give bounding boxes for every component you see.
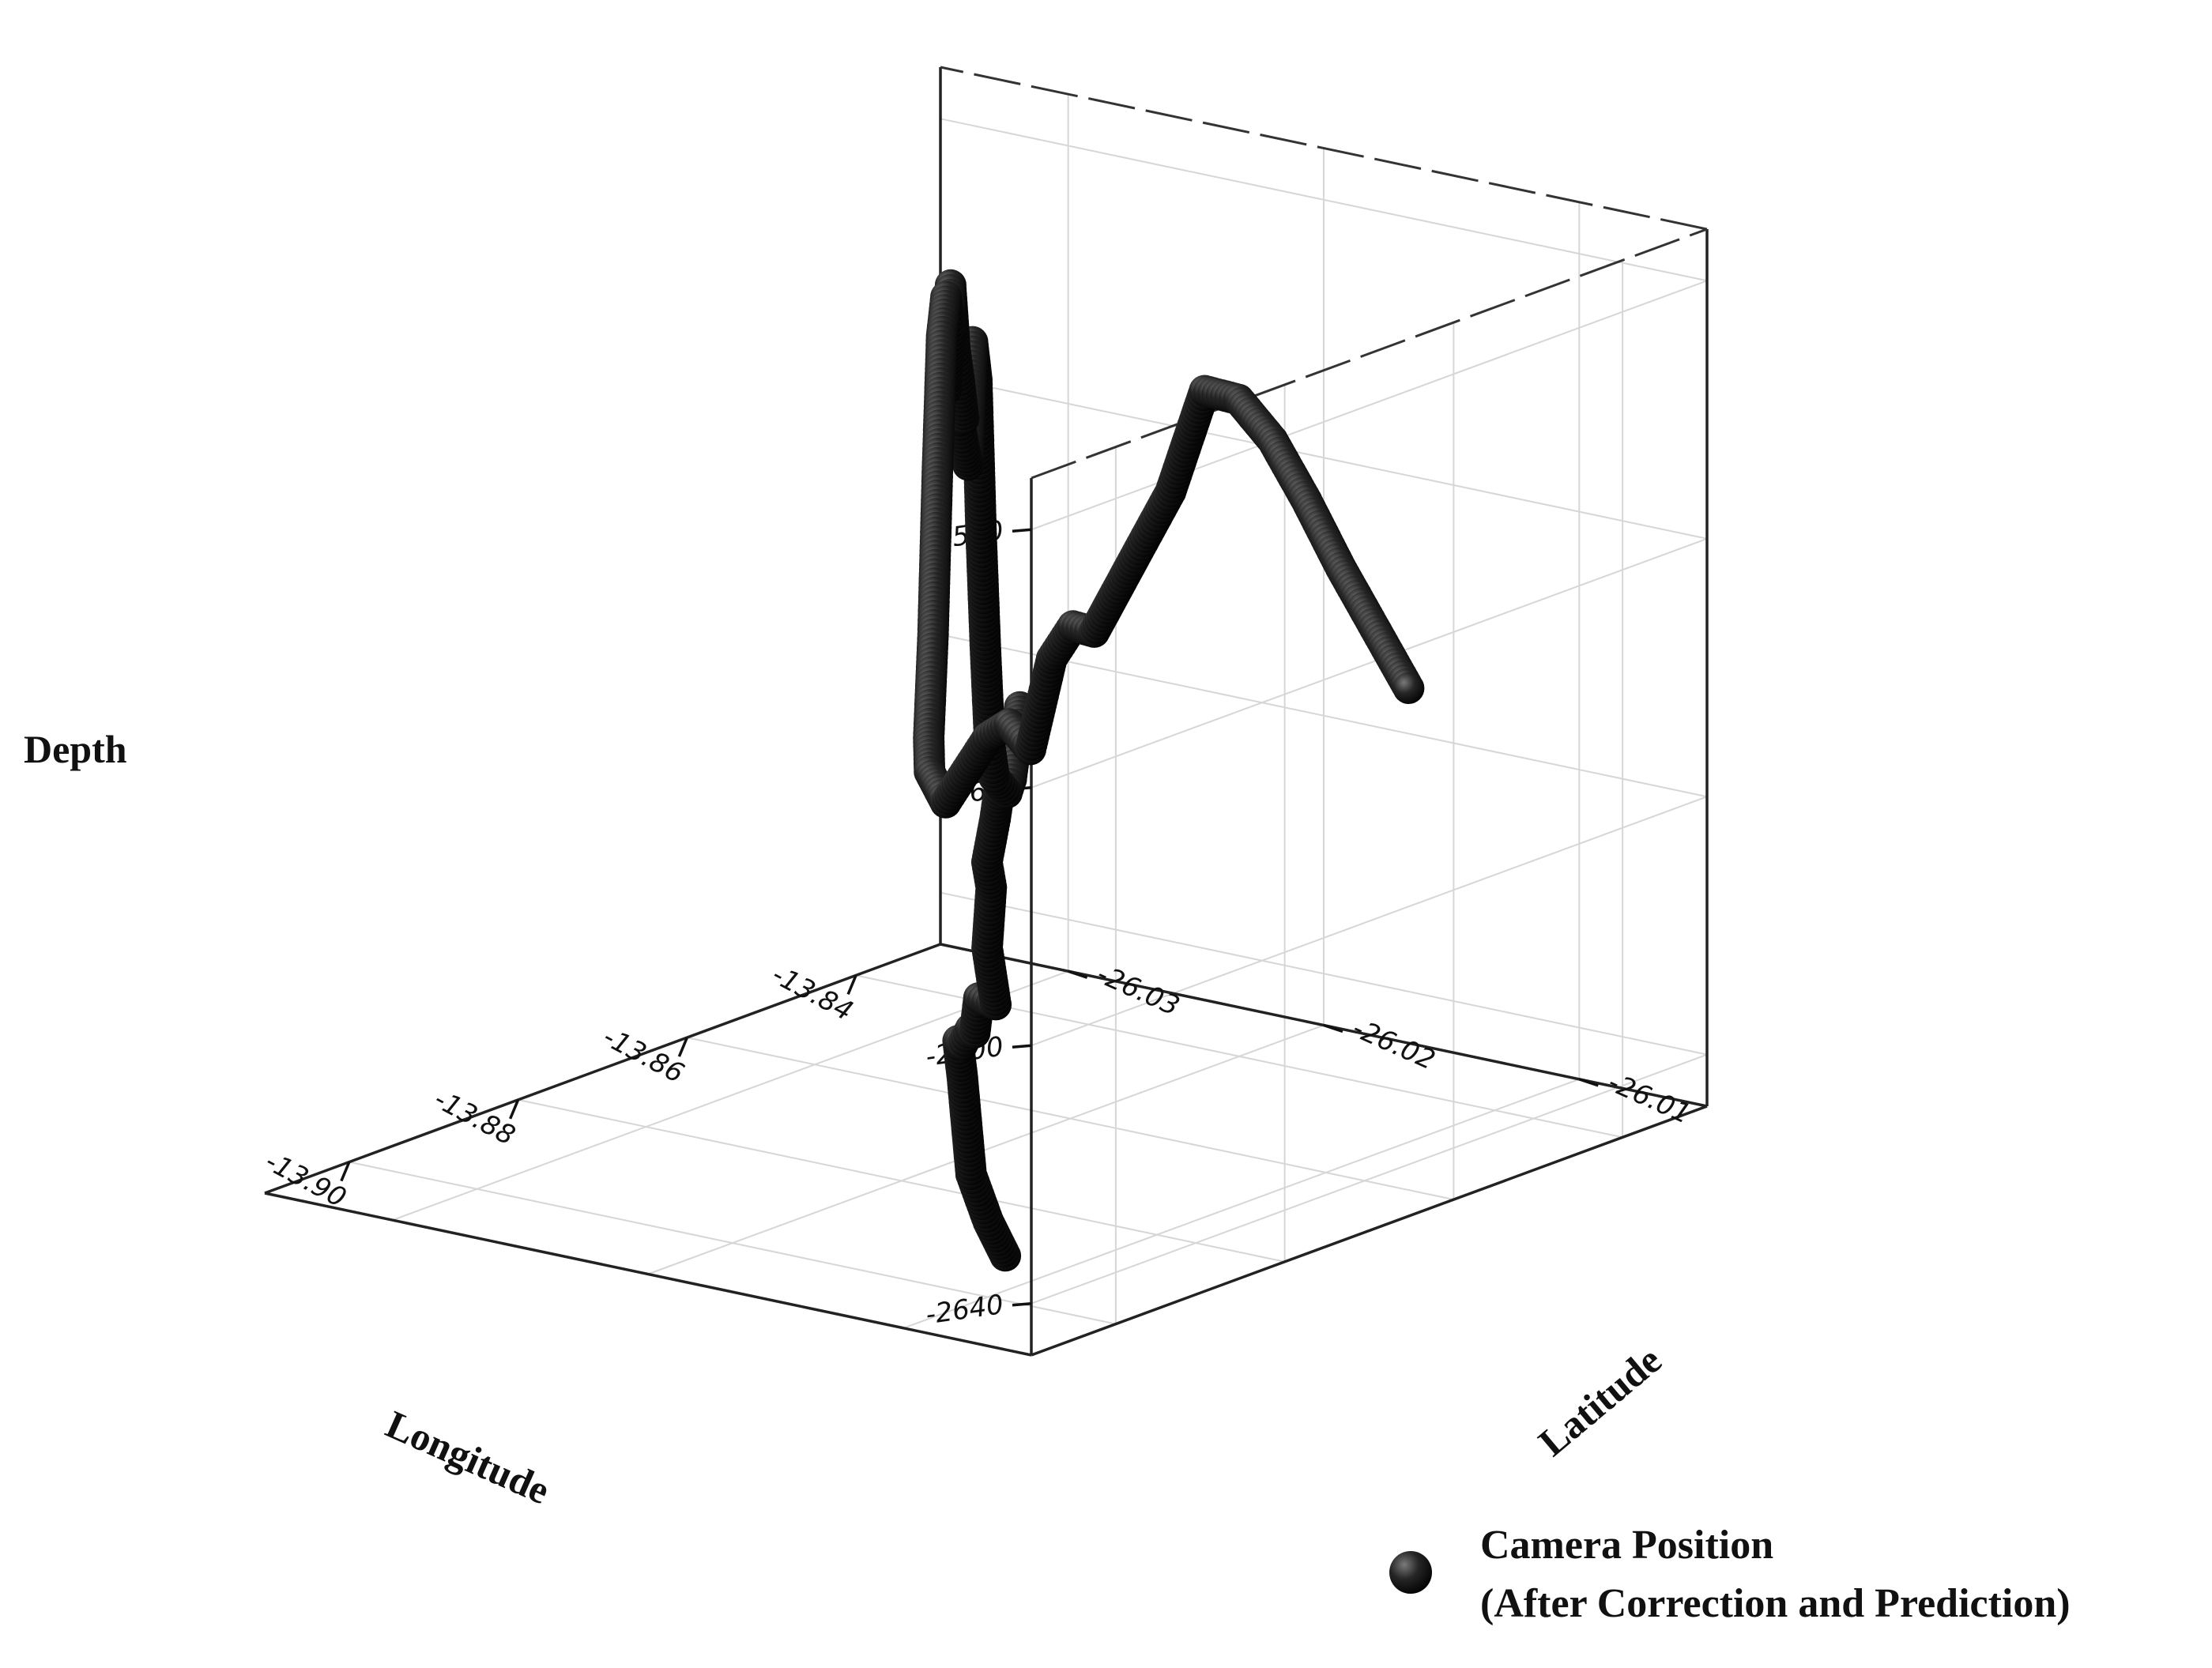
floor-gridline-y	[647, 1024, 1325, 1275]
y-tick	[1578, 1078, 1599, 1087]
x-tick-label: -13.90	[260, 1146, 352, 1214]
z-axis-label: Depth	[24, 727, 127, 771]
x-tick	[509, 1099, 520, 1120]
axis-ticks	[340, 528, 1599, 1307]
legend-label-line-2: (After Correction and Prediction)	[1480, 1581, 2071, 1626]
y-tick	[1323, 1023, 1343, 1034]
left-wall-gridline-z	[1031, 537, 1708, 789]
top-edge-right	[940, 66, 1708, 231]
z-tick-label: -2640	[924, 1289, 1005, 1331]
right-wall-gridline-z	[940, 375, 1708, 540]
z-tick	[1012, 528, 1032, 533]
floor-gridline-y	[392, 970, 1069, 1222]
legend-label-line-1: Camera Position	[1480, 1523, 1773, 1568]
x-tick	[340, 1161, 351, 1182]
x-axis-line	[264, 943, 941, 1195]
x-tick	[846, 974, 857, 996]
y-tick-label: -26.03	[1092, 958, 1184, 1022]
floor-gridline-y	[903, 1078, 1580, 1329]
z-tick	[1012, 1044, 1032, 1049]
right-wall-gridline-z	[940, 891, 1708, 1056]
x-axis-label: Longitude	[380, 1402, 556, 1512]
x-tick-label: -13.88	[429, 1083, 521, 1152]
left-wall-gridline-z	[1031, 796, 1708, 1047]
right-wall-gridline-z	[940, 118, 1708, 282]
data-points	[913, 269, 1425, 1272]
y-axis-label: Latitude	[1530, 1338, 1669, 1465]
left-wall-gridline-z	[1031, 1053, 1708, 1305]
camera-position-point	[1392, 672, 1425, 704]
x-tick-label: -13.86	[597, 1021, 689, 1090]
floor-edge-back	[1031, 1105, 1708, 1357]
y-tick	[1068, 970, 1088, 979]
x-tick-label: -13.84	[767, 959, 858, 1028]
x-tick	[677, 1037, 688, 1057]
y-tick-label: -26.02	[1347, 1012, 1439, 1076]
z-tick	[1012, 1301, 1032, 1307]
legend-marker	[1389, 1551, 1432, 1594]
top-edge-left	[1031, 228, 1708, 480]
floor-edge-left	[264, 1192, 1032, 1357]
legend: Camera Position (After Correction and Pr…	[1389, 1523, 2071, 1626]
left-wall-gridline-z	[1031, 280, 1708, 531]
